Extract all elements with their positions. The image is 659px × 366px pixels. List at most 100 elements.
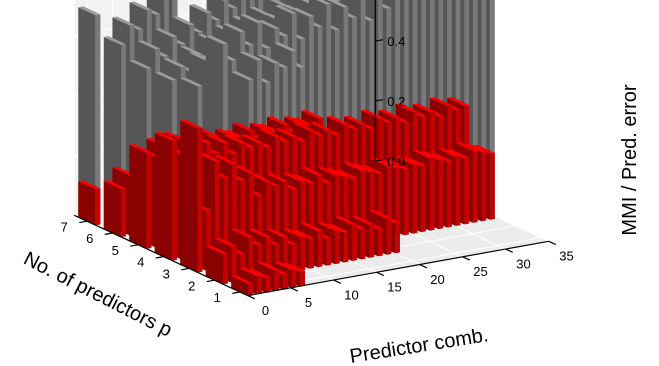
mmi-bar-top [266, 116, 289, 125]
mmi-bar-top [292, 174, 315, 184]
mmi-bar-top [231, 275, 254, 284]
mmi-bar-front [490, 152, 495, 220]
mmi-bar-front [395, 166, 401, 237]
error-bar-top [249, 6, 272, 16]
z-axis-label: MMI / Pred. error [619, 84, 641, 235]
mmi-bar-top [78, 180, 101, 190]
p-tick-label: 3 [163, 267, 170, 282]
mmi-bar-front [395, 222, 400, 254]
x-tick [462, 256, 471, 261]
z-tick-label: 0.2 [387, 94, 405, 109]
p-axis-line [73, 214, 248, 297]
mmi-bar-top [421, 151, 444, 160]
error-bar [78, 6, 101, 226]
mmi-bar-top [403, 157, 426, 167]
mmi-bar-front [317, 230, 323, 268]
x-tick-label: 0 [262, 303, 269, 318]
x-tick-label: 15 [387, 280, 401, 295]
error-bar-top [129, 1, 152, 11]
mmi-bar [154, 131, 177, 261]
mmi-bar-top [223, 129, 246, 139]
mmi-bar [231, 275, 254, 296]
error-bar-top [223, 23, 246, 33]
mmi-bar-top [386, 160, 409, 170]
mmi-bar-front [335, 230, 340, 265]
mmi-bar-top [292, 117, 315, 127]
error-bar-top [291, 7, 314, 17]
mmi-bar-top [335, 169, 358, 179]
mmi-bar-top [240, 134, 263, 144]
mmi-bar-top [283, 172, 306, 182]
mmi-bar-side [180, 120, 198, 273]
x-tick-label: 10 [344, 287, 358, 302]
mmi-bar-front [464, 157, 469, 225]
z-tick-label: 0.0 [387, 154, 405, 169]
p-tick-label: 1 [214, 290, 221, 305]
mmi-bar-top [232, 122, 255, 132]
error-bar-top [274, 42, 297, 52]
error-bar-top [316, 0, 332, 5]
mmi-bar-front [326, 237, 332, 266]
mmi-bar-top [112, 166, 135, 176]
mmi-bar-top [300, 222, 323, 232]
mmi-bar-top [258, 128, 281, 137]
mmi-bar-top [214, 155, 237, 165]
x-tick-label: 25 [473, 264, 487, 279]
mmi-bar-top [239, 267, 262, 277]
p-tick [232, 291, 241, 294]
mmi-bar-front [343, 231, 349, 263]
mmi-bar-front [360, 228, 366, 260]
p-tick-label: 2 [188, 278, 195, 293]
mmi-bar-front [292, 244, 297, 272]
mmi-bar-front [481, 151, 487, 222]
mmi-bar-top [361, 109, 384, 119]
mmi-bar-front [378, 228, 383, 257]
mmi-bar [205, 245, 228, 285]
mmi-bar-top [301, 109, 324, 119]
p-tick [181, 267, 190, 271]
mmi-bar-top [282, 262, 305, 272]
mmi-bar-top [214, 237, 237, 247]
mmi-bar-top [378, 109, 401, 119]
mmi-bar-top [206, 134, 229, 144]
mmi-bar-top [283, 228, 306, 238]
z-tick [375, 39, 384, 42]
mmi-bar-front [447, 160, 452, 228]
mmi-bar-top [275, 128, 298, 137]
error-bar-top [129, 59, 152, 69]
mmi-bar-front [283, 274, 288, 290]
mmi-bar-top [447, 97, 470, 106]
x-tick-label: 30 [516, 256, 530, 271]
mmi-bar-front [231, 245, 237, 283]
mmi-bar-top [378, 158, 401, 168]
mmi-bar-top [257, 261, 280, 271]
mmi-bar-top [412, 149, 435, 159]
mmi-bars [78, 97, 495, 296]
mmi-bar-front [257, 275, 262, 295]
mmi-bar-side [154, 132, 173, 261]
mmi-bar-top [198, 128, 221, 138]
mmi-bar-top [430, 97, 453, 106]
mmi-bar-top [446, 149, 469, 159]
error-bar-side [78, 7, 96, 226]
x-tick [376, 271, 385, 277]
p-tick-label: 6 [86, 231, 93, 246]
mmi-bar-front [369, 224, 375, 258]
mmi-bar-front [248, 283, 254, 296]
mmi-bar-front [121, 188, 126, 237]
mmi-bar-top [300, 166, 323, 176]
mmi-bar-top [352, 163, 375, 173]
mmi-bar-top [412, 103, 435, 113]
p-tick-label: 7 [61, 219, 68, 234]
mmi-bar-top [343, 162, 366, 171]
x-tick-label: 5 [305, 295, 312, 310]
mmi-bar-front [291, 269, 297, 289]
mmi-bar-top [205, 245, 228, 255]
mmi-bar-top [395, 103, 418, 113]
mmi-bar-top [248, 269, 271, 278]
mmi-bar-front [249, 236, 254, 280]
x-axis-line [247, 240, 549, 297]
mmi-bar-front [386, 217, 392, 255]
error-bar-top [172, 16, 195, 26]
mmi-bar-front [352, 224, 357, 261]
